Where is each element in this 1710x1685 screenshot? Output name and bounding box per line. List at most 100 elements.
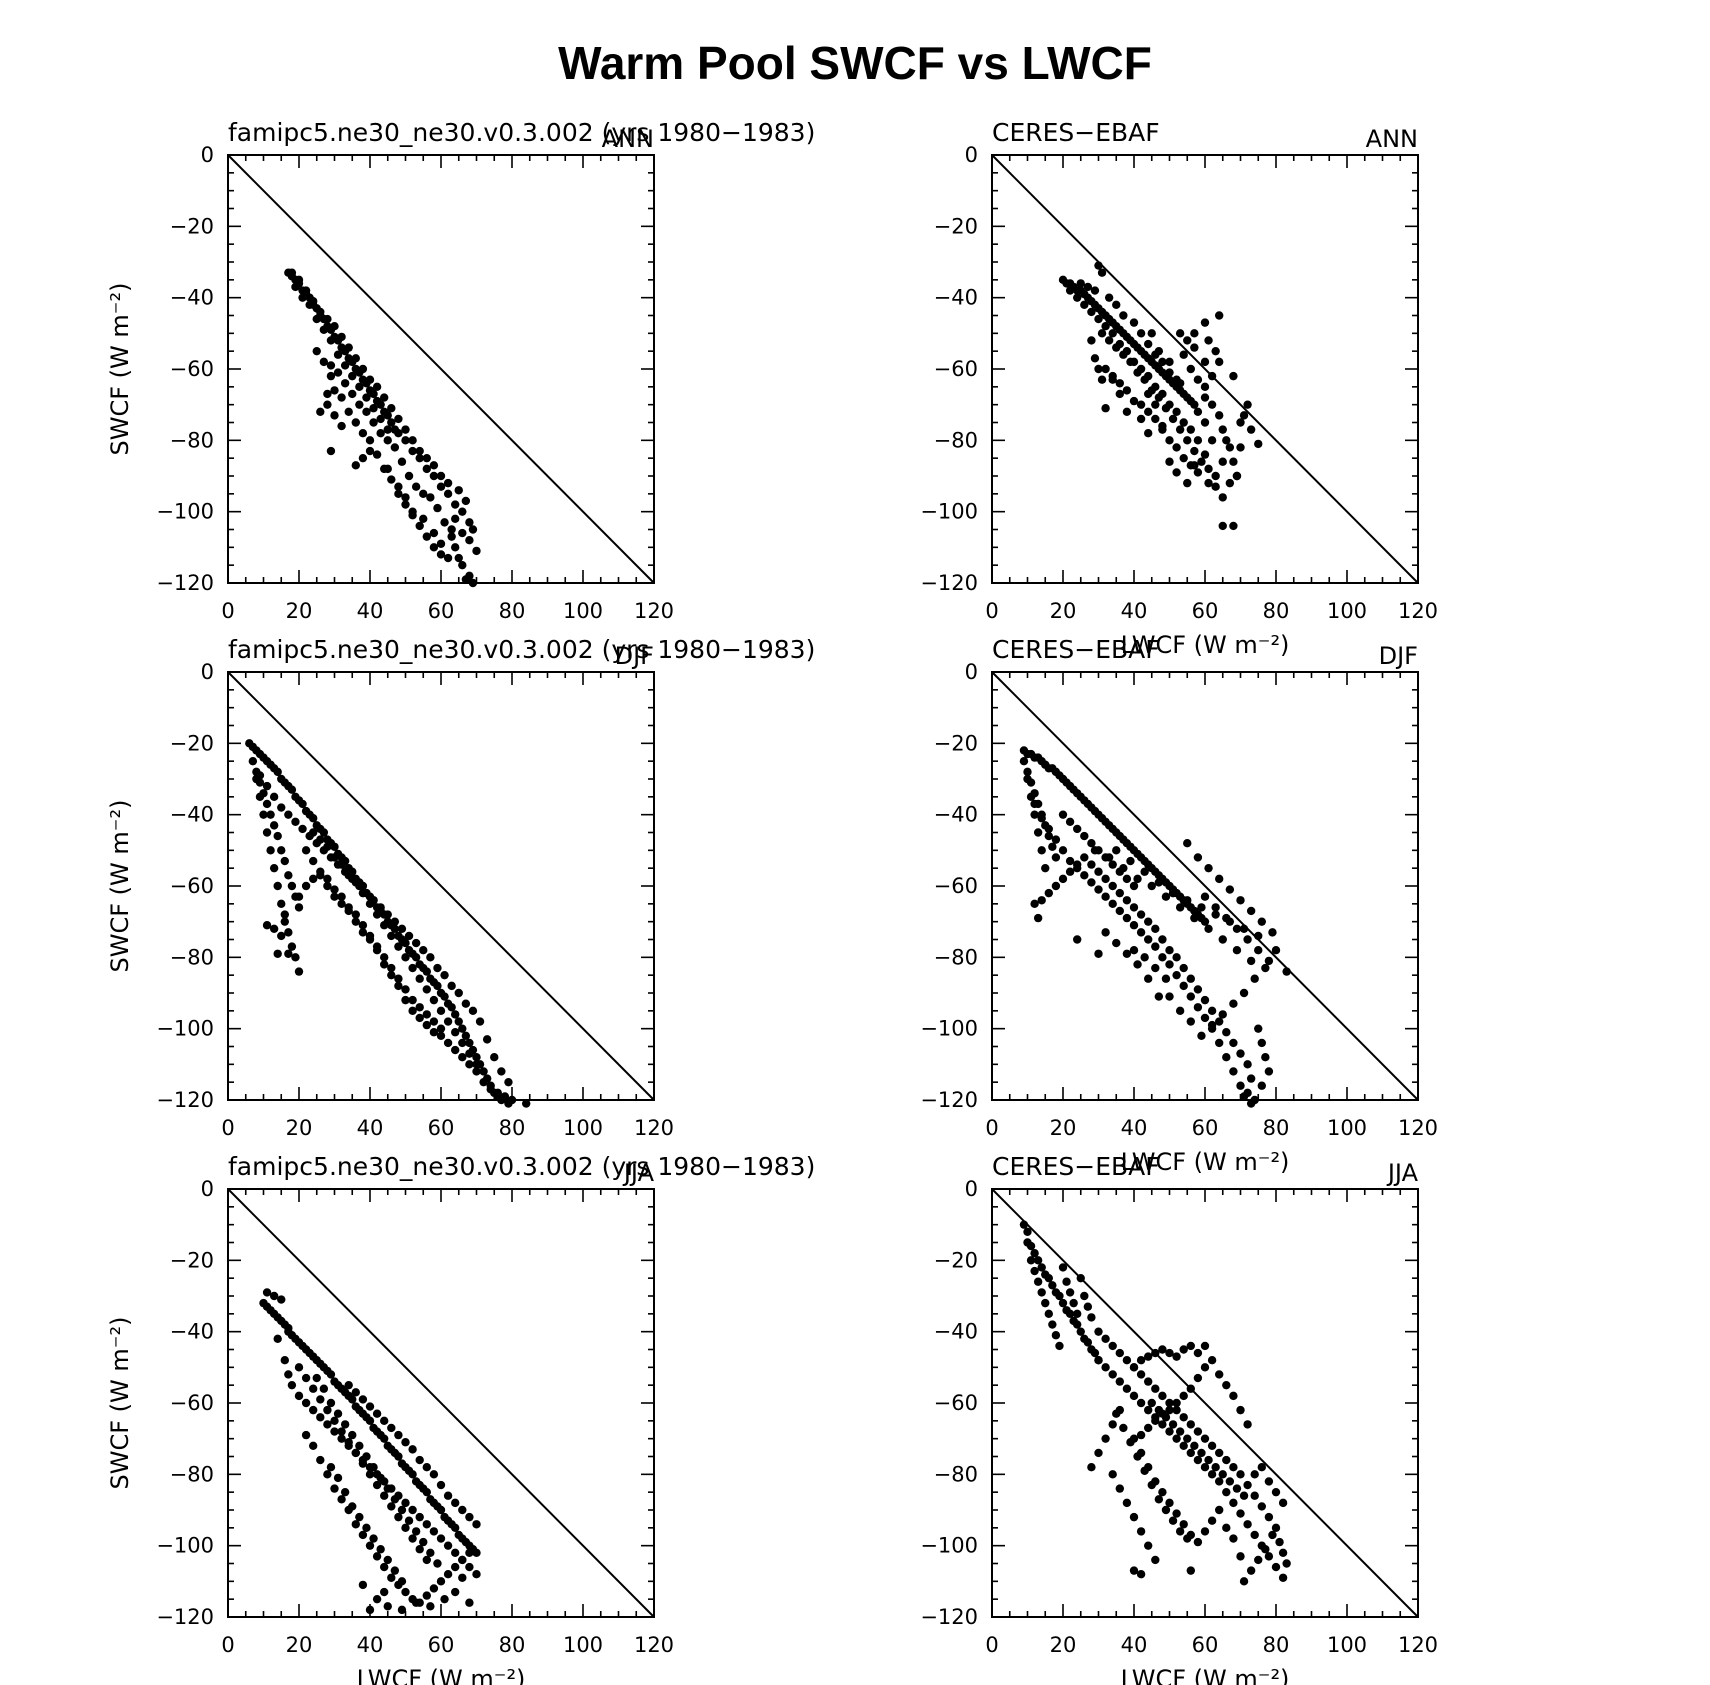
chart-1-scatter-point bbox=[1097, 375, 1107, 384]
chart-2-scatter-point bbox=[294, 892, 304, 901]
chart-5-scatter-point bbox=[1048, 1281, 1057, 1290]
chart-2-y-tick-label: −40 bbox=[170, 803, 214, 827]
chart-5-x-tick-label: 40 bbox=[1121, 1633, 1148, 1657]
chart-3-scatter-point bbox=[1115, 867, 1125, 876]
chart-3-scatter-point bbox=[1165, 992, 1174, 1001]
chart-1-scatter-point bbox=[1204, 336, 1213, 345]
chart-4-scatter-point bbox=[401, 1523, 410, 1533]
chart-0-scatter-point bbox=[298, 293, 307, 302]
chart-4-scatter-point bbox=[301, 1398, 311, 1408]
chart-0-scatter-point bbox=[362, 393, 371, 402]
panel-obs-djf: 0 20 40 60 80 100 120 0 −20 −40 −60 −80 −100 −120 CERE… bbox=[920, 635, 1438, 1176]
chart-2-scatter-point bbox=[447, 981, 456, 991]
chart-1-scatter-point bbox=[1186, 364, 1196, 374]
chart-5-scatter-point bbox=[1268, 1530, 1277, 1540]
chart-3-scatter-point bbox=[1246, 1074, 1256, 1083]
chart-1-scatter-point bbox=[1136, 414, 1146, 424]
chart-4-scatter-point bbox=[337, 1427, 346, 1436]
chart-0-scatter-point bbox=[394, 414, 403, 424]
chart-2-scatter-point bbox=[337, 892, 346, 901]
chart-1-scatter-point bbox=[1218, 493, 1227, 502]
chart-1-reference-line bbox=[991, 154, 1419, 584]
chart-0-scatter-point bbox=[309, 297, 318, 306]
chart-4-scatter-point bbox=[312, 1373, 321, 1383]
chart-3-scatter-point bbox=[1225, 917, 1235, 926]
chart-1-scatter-point bbox=[1158, 421, 1167, 431]
chart-5-scatter-point bbox=[1115, 1377, 1125, 1386]
chart-5-scatter-point bbox=[1207, 1516, 1217, 1525]
chart-2-scatter-point bbox=[309, 856, 318, 866]
chart-3-scatter-point bbox=[1101, 892, 1110, 901]
chart-5-scatter-point bbox=[1076, 1273, 1085, 1283]
chart-4-scatter-point bbox=[351, 1520, 360, 1529]
chart-4-scatter-point bbox=[355, 1441, 364, 1451]
chart-5-scatter-point bbox=[1264, 1512, 1274, 1522]
chart-1-y-tick-label: −60 bbox=[934, 357, 978, 381]
chart-1-scatter-point bbox=[1112, 343, 1121, 352]
chart-0-y-tick-label: −60 bbox=[170, 357, 214, 381]
chart-2-scatter-point bbox=[479, 1077, 488, 1087]
chart-2-scatter-point bbox=[443, 1017, 453, 1026]
chart-4-left-label: famipc5.ne30_ne30.v0.3.002 (yrs 1980−198… bbox=[228, 1152, 815, 1181]
chart-3-scatter-point bbox=[1115, 888, 1125, 898]
chart-1-x-tick-label: 100 bbox=[1327, 599, 1367, 623]
chart-2-scatter-point bbox=[280, 856, 289, 866]
chart-3-scatter-point bbox=[1254, 946, 1263, 955]
chart-0-scatter-point bbox=[415, 453, 424, 463]
chart-1-scatter-point bbox=[1076, 279, 1085, 288]
chart-5-scatter-point bbox=[1211, 1463, 1220, 1472]
chart-1-scatter-point bbox=[1254, 439, 1263, 449]
chart-0-y-tick-label: −40 bbox=[170, 286, 214, 310]
chart-1-scatter-point bbox=[1175, 425, 1185, 434]
chart-4-scatter-point bbox=[458, 1505, 467, 1515]
chart-5-scatter-point bbox=[1271, 1562, 1281, 1572]
chart-5-scatter-point bbox=[1222, 1455, 1231, 1465]
chart-1-scatter-point bbox=[1211, 482, 1220, 491]
chart-1-scatter-point bbox=[1083, 282, 1093, 292]
chart-3-scatter-point bbox=[1122, 949, 1132, 958]
chart-1-scatter-point bbox=[1136, 400, 1146, 409]
chart-1-scatter-point bbox=[1115, 379, 1125, 388]
chart-0-scatter-point bbox=[468, 578, 478, 588]
chart-4-scatter-point bbox=[451, 1587, 460, 1597]
chart-4-scatter-point bbox=[319, 1384, 329, 1393]
chart-5-scatter-point bbox=[1133, 1452, 1142, 1461]
chart-5-scatter-point bbox=[1215, 1477, 1224, 1486]
chart-5-x-axis-label: LWCF (W m⁻²) bbox=[1121, 1665, 1290, 1685]
chart-3-scatter-point bbox=[1190, 913, 1199, 923]
chart-4-scatter-point bbox=[273, 1334, 282, 1344]
chart-1-scatter-point bbox=[1115, 389, 1125, 399]
chart-1-scatter-point bbox=[1090, 286, 1100, 295]
chart-3-scatter-point bbox=[1282, 967, 1291, 976]
chart-4-scatter-point bbox=[326, 1398, 336, 1408]
chart-2-scatter-point bbox=[323, 842, 332, 851]
chart-2-scatter-point bbox=[287, 881, 297, 891]
chart-4-x-tick-label: 40 bbox=[357, 1633, 384, 1657]
chart-2-scatter-point bbox=[277, 931, 286, 941]
chart-3-scatter-point bbox=[1229, 999, 1238, 1008]
chart-2-scatter-point bbox=[415, 1013, 424, 1023]
chart-1-scatter-point bbox=[1151, 400, 1160, 409]
chart-5-x-tick-label: 60 bbox=[1192, 1633, 1219, 1657]
chart-5-scatter-point bbox=[1222, 1487, 1231, 1497]
chart-4-scatter-point bbox=[451, 1562, 460, 1572]
chart-3-scatter-point bbox=[1204, 863, 1213, 873]
chart-3-scatter-point bbox=[1246, 956, 1256, 966]
chart-2-scatter-point bbox=[401, 995, 410, 1005]
chart-2-scatter-point bbox=[465, 1060, 474, 1069]
chart-1-scatter-point bbox=[1172, 468, 1181, 477]
chart-3-scatter-point bbox=[1154, 878, 1164, 887]
chart-3-right-label: DJF bbox=[1379, 642, 1418, 670]
chart-4-scatter-point bbox=[358, 1395, 368, 1404]
chart-3-y-tick-label: −60 bbox=[934, 874, 978, 898]
chart-5-scatter-point bbox=[1044, 1309, 1054, 1319]
chart-5-scatter-point bbox=[1083, 1302, 1093, 1311]
chart-5-scatter-point bbox=[1172, 1398, 1181, 1408]
chart-1-scatter-point bbox=[1126, 357, 1135, 367]
chart-1-scatter-point bbox=[1190, 461, 1199, 470]
chart-3-scatter-point bbox=[1080, 853, 1089, 862]
chart-1-scatter-point bbox=[1183, 336, 1192, 345]
chart-2-scatter-point bbox=[351, 917, 360, 926]
chart-1-scatter-point bbox=[1193, 407, 1203, 416]
chart-0-scatter-point bbox=[415, 446, 424, 456]
